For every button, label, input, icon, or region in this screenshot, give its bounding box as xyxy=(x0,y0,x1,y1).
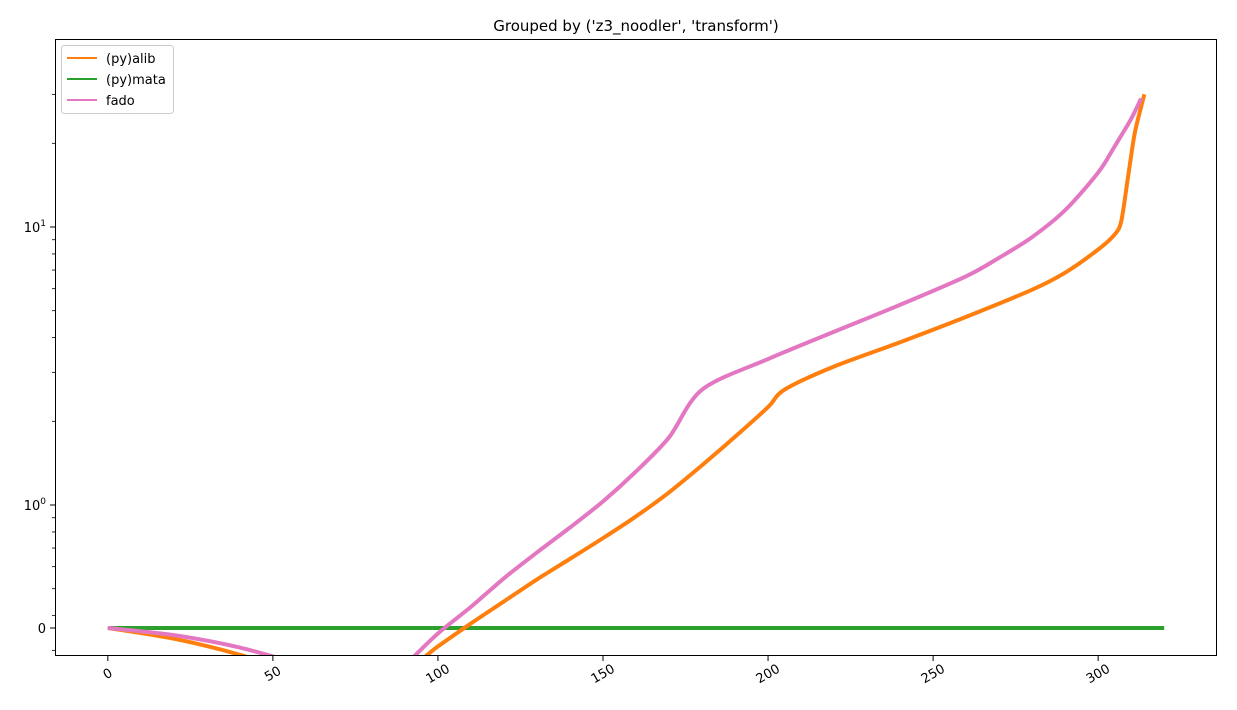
chart-title: Grouped by ('z3_noodler', 'transform') xyxy=(493,17,778,36)
legend: (py)alib (py)mata fado xyxy=(61,45,174,114)
legend-label: (py)mata xyxy=(106,73,166,88)
y-tick-label: 0 xyxy=(38,622,46,637)
y-axis: 0 100 101 xyxy=(24,93,55,651)
legend-label: (py)alib xyxy=(106,52,156,67)
x-tick-label: 300 xyxy=(1084,662,1113,687)
series-line-py-alib xyxy=(107,93,1147,656)
x-tick-label: 0 xyxy=(101,666,116,683)
legend-box xyxy=(61,45,174,114)
series-line-fado xyxy=(107,97,1143,656)
x-tick-label: 200 xyxy=(754,662,783,687)
series-layer xyxy=(107,93,1165,656)
y-tick-label: 100 xyxy=(24,497,47,514)
x-tick-label: 250 xyxy=(919,662,948,687)
plot-frame xyxy=(55,39,1217,656)
legend-label: fado xyxy=(106,94,135,109)
x-tick-label: 50 xyxy=(262,664,284,685)
x-axis: 0 50 100 150 200 250 300 xyxy=(101,656,1113,687)
x-tick-label: 100 xyxy=(424,662,453,687)
y-tick-label: 101 xyxy=(24,219,46,236)
x-tick-label: 150 xyxy=(589,662,618,687)
